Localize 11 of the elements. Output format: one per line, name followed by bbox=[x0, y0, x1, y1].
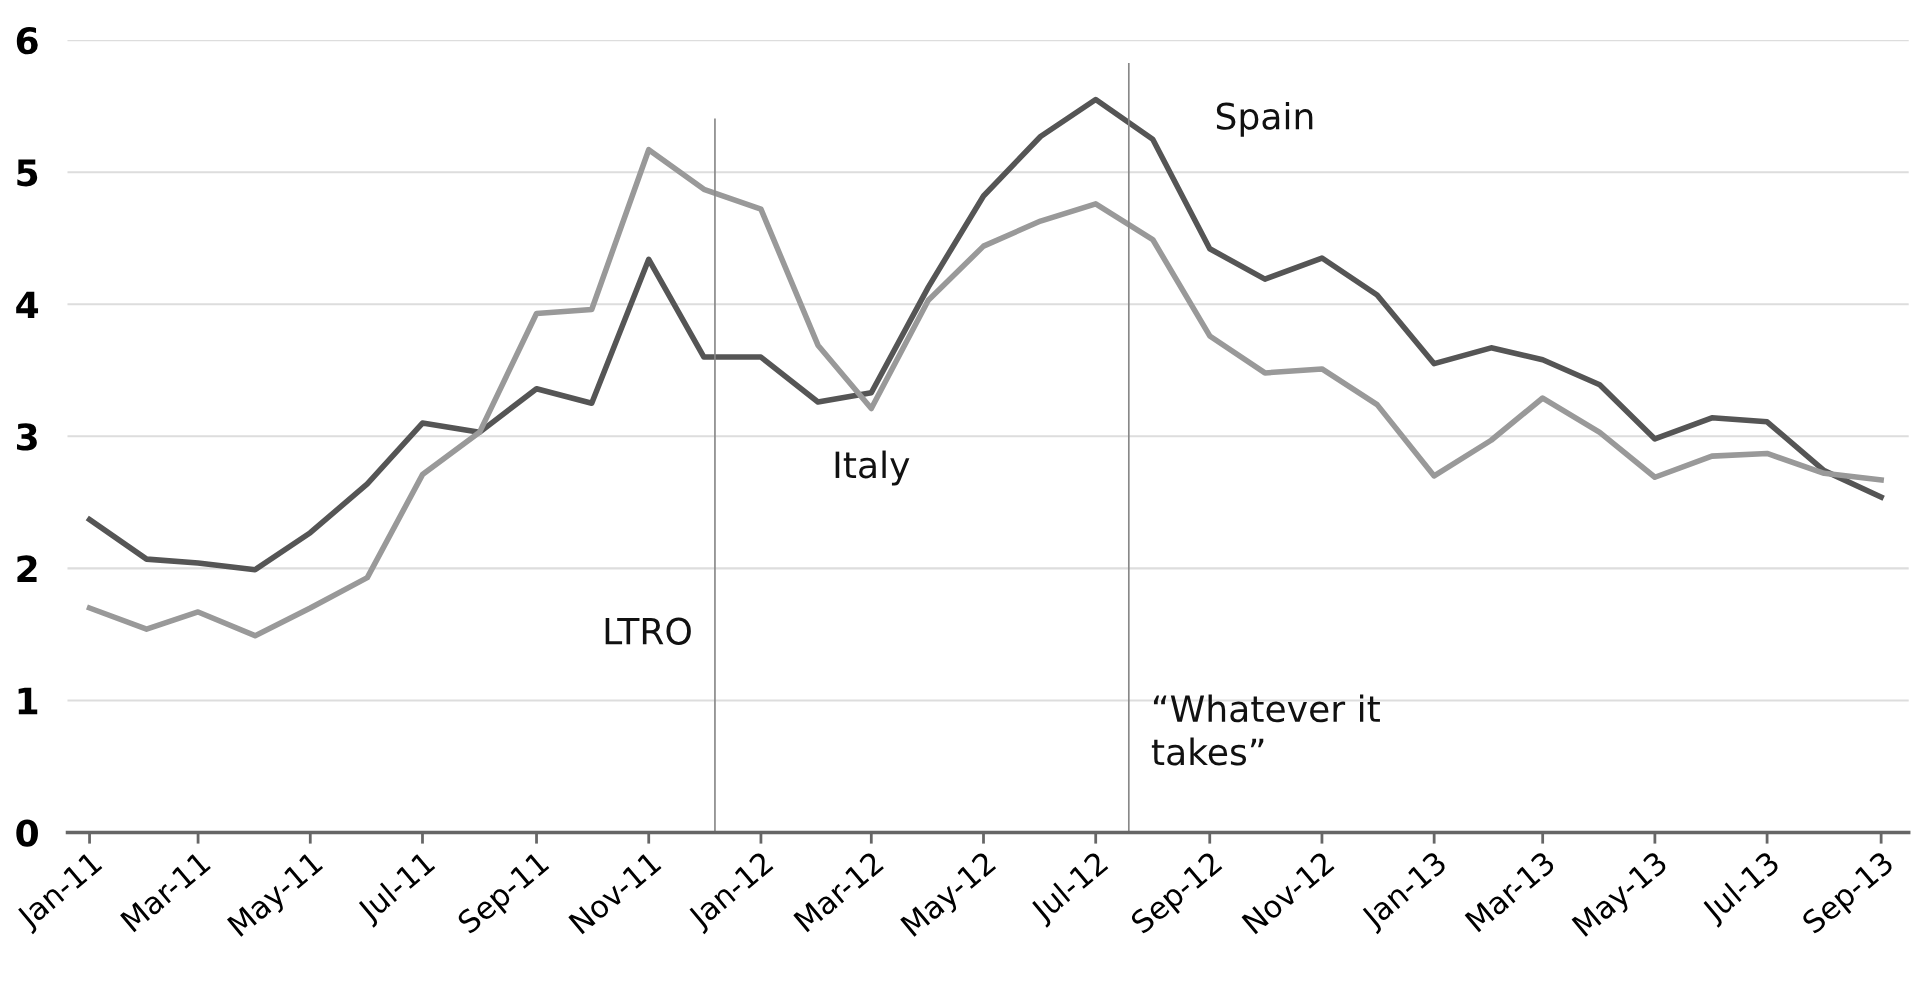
ref-line-label: LTRO bbox=[605, 617, 691, 645]
series-label: Spain bbox=[1216, 101, 1313, 137]
series-label: Italy bbox=[835, 450, 910, 486]
ref-line-label: “Whatever it takes” bbox=[1151, 694, 1380, 766]
y-tick-label: 2 bbox=[17, 555, 37, 583]
y-tick-label: 4 bbox=[16, 291, 39, 318]
y-tick-label: 1 bbox=[18, 687, 38, 715]
y-tick-label: 0 bbox=[16, 819, 38, 847]
y-tick-label: 3 bbox=[16, 423, 37, 451]
y-tick-label: 6 bbox=[16, 27, 38, 55]
y-tick-label: 5 bbox=[17, 159, 38, 187]
